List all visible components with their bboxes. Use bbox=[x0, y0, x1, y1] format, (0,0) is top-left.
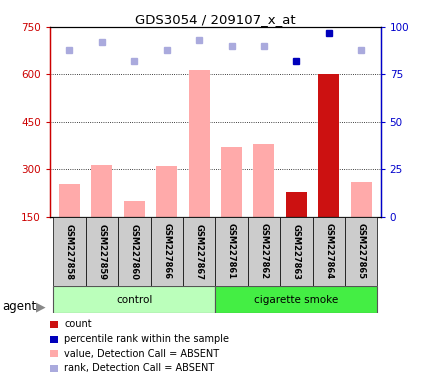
Text: GSM227866: GSM227866 bbox=[162, 223, 171, 280]
Bar bbox=[124, 201, 145, 217]
Text: cigarette smoke: cigarette smoke bbox=[253, 295, 338, 305]
Bar bbox=[150, 217, 182, 286]
Text: control: control bbox=[116, 295, 152, 305]
Text: GSM227860: GSM227860 bbox=[129, 223, 138, 280]
Bar bbox=[215, 286, 377, 313]
Text: GSM227861: GSM227861 bbox=[227, 223, 236, 280]
Text: GSM227858: GSM227858 bbox=[65, 223, 74, 280]
Bar bbox=[118, 217, 150, 286]
Text: rank, Detection Call = ABSENT: rank, Detection Call = ABSENT bbox=[64, 363, 214, 373]
Bar bbox=[53, 217, 85, 286]
Text: GSM227865: GSM227865 bbox=[356, 223, 365, 280]
Text: GSM227867: GSM227867 bbox=[194, 223, 203, 280]
Title: GDS3054 / 209107_x_at: GDS3054 / 209107_x_at bbox=[135, 13, 295, 26]
Text: GSM227864: GSM227864 bbox=[323, 223, 332, 280]
Text: GSM227859: GSM227859 bbox=[97, 223, 106, 280]
Bar bbox=[247, 217, 279, 286]
Bar bbox=[182, 217, 215, 286]
Bar bbox=[188, 70, 209, 217]
Text: agent: agent bbox=[2, 300, 36, 313]
Bar bbox=[220, 147, 241, 217]
Bar bbox=[279, 217, 312, 286]
Bar bbox=[344, 217, 377, 286]
Text: percentile rank within the sample: percentile rank within the sample bbox=[64, 334, 229, 344]
Bar bbox=[156, 166, 177, 217]
Text: GSM227863: GSM227863 bbox=[291, 223, 300, 280]
Bar bbox=[91, 165, 112, 217]
Bar bbox=[215, 217, 247, 286]
Text: ▶: ▶ bbox=[36, 300, 46, 313]
Bar bbox=[59, 184, 80, 217]
Bar bbox=[312, 217, 344, 286]
Bar bbox=[318, 74, 339, 217]
Text: value, Detection Call = ABSENT: value, Detection Call = ABSENT bbox=[64, 349, 219, 359]
Bar bbox=[53, 286, 215, 313]
Bar bbox=[253, 144, 274, 217]
Bar bbox=[350, 182, 371, 217]
Text: GSM227862: GSM227862 bbox=[259, 223, 268, 280]
Text: count: count bbox=[64, 319, 92, 329]
Bar bbox=[285, 192, 306, 217]
Bar bbox=[85, 217, 118, 286]
